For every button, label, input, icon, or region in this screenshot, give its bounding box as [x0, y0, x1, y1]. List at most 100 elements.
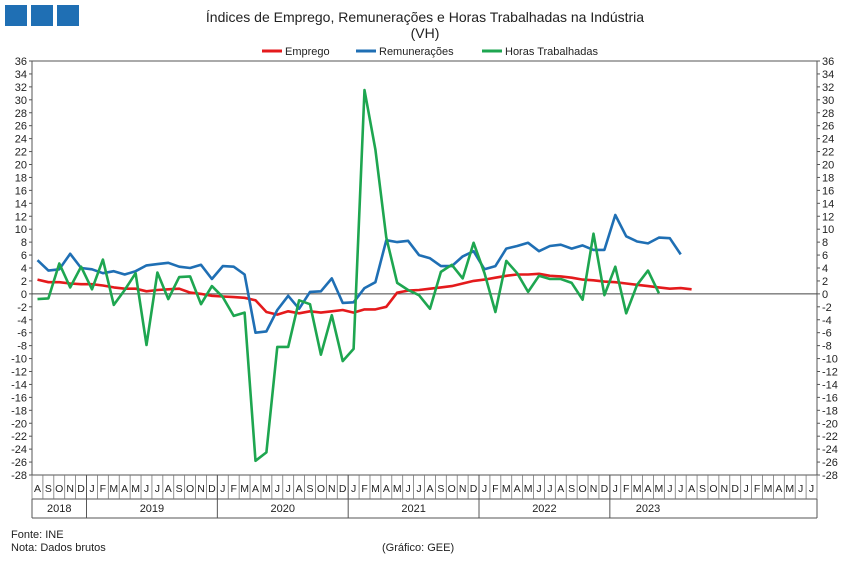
chart-title-line1: Índices de Emprego, Remunerações e Horas… [205, 9, 645, 25]
legend-label: Emprego [285, 46, 330, 58]
y-tick-label-left: 36 [15, 56, 27, 68]
month-tick-label: J [155, 483, 160, 495]
month-tick-label: A [165, 483, 172, 495]
month-tick-label: F [230, 483, 236, 495]
y-tick-label-left: 18 [15, 172, 27, 184]
month-tick-label: J [667, 483, 672, 495]
month-tick-label: J [613, 483, 618, 495]
y-tick-label-left: 24 [15, 134, 27, 146]
year-tick-label: 2022 [532, 503, 556, 515]
month-tick-label: S [45, 483, 52, 495]
y-tick-label-left: 0 [21, 289, 27, 301]
month-tick-label: J [220, 483, 225, 495]
y-tick-label-right: 26 [822, 121, 834, 133]
month-tick-label: J [286, 483, 291, 495]
month-tick-label: A [296, 483, 303, 495]
y-tick-label-right: 16 [822, 185, 834, 197]
y-tick-label-right: 24 [822, 134, 834, 146]
y-tick-label-right: 12 [822, 211, 834, 223]
month-tick-label: A [34, 483, 41, 495]
y-tick-label-right: 36 [822, 56, 834, 68]
year-tick-label: 2023 [636, 503, 660, 515]
y-tick-label-left: -22 [11, 431, 27, 443]
month-tick-label: M [393, 483, 402, 495]
month-tick-label: J [416, 483, 421, 495]
month-tick-label: J [678, 483, 683, 495]
y-tick-label-right: 28 [822, 108, 834, 120]
ine-logo-block-1 [5, 5, 27, 26]
month-tick-label: D [208, 483, 216, 495]
y-tick-label-right: -14 [822, 379, 838, 391]
y-tick-label-left: -6 [17, 328, 27, 340]
month-tick-label: J [275, 483, 280, 495]
legend-label: Horas Trabalhadas [505, 46, 598, 58]
month-tick-label: N [328, 483, 336, 495]
y-tick-label-left: 26 [15, 121, 27, 133]
month-tick-label: S [699, 483, 706, 495]
y-tick-label-right: 2 [822, 276, 828, 288]
y-tick-label-left: 8 [21, 237, 27, 249]
y-tick-label-left: -14 [11, 379, 27, 391]
ine-logo-block-3 [57, 5, 79, 26]
month-tick-label: A [514, 483, 521, 495]
y-tick-label-left: 32 [15, 82, 27, 94]
month-tick-label: S [307, 483, 314, 495]
month-tick-label: M [655, 483, 664, 495]
y-tick-label-right: -20 [822, 418, 838, 430]
y-tick-label-right: 6 [822, 250, 828, 262]
month-tick-label: M [502, 483, 511, 495]
month-tick-label: A [121, 483, 128, 495]
month-tick-label: S [437, 483, 444, 495]
y-tick-label-right: -16 [822, 392, 838, 404]
y-tick-label-right: -6 [822, 328, 832, 340]
y-tick-label-left: -28 [11, 470, 27, 482]
y-tick-label-right: -24 [822, 444, 838, 456]
y-tick-label-left: -18 [11, 405, 27, 417]
ine-logo-block-2 [31, 5, 53, 26]
y-tick-label-left: 22 [15, 147, 27, 159]
month-tick-label: A [644, 483, 651, 495]
plot-frame [31, 60, 818, 476]
chart-title: Índices de Emprego, Remunerações e Horas… [0, 9, 850, 41]
month-tick-label: O [709, 483, 717, 495]
month-tick-label: M [633, 483, 642, 495]
month-tick-label: N [721, 483, 729, 495]
month-tick-label: F [100, 483, 106, 495]
month-tick-label: N [197, 483, 205, 495]
y-tick-label-right: -22 [822, 431, 838, 443]
y-tick-label-left: 30 [15, 95, 27, 107]
month-tick-label: M [785, 483, 794, 495]
series-line-horas-trabalhadas [37, 88, 661, 463]
month-tick-label: J [351, 483, 356, 495]
y-tick-label-right: 22 [822, 147, 834, 159]
month-tick-label: M [109, 483, 118, 495]
month-tick-label: A [383, 483, 390, 495]
y-tick-label-right: 14 [822, 198, 834, 210]
chart-credit: (Gráfico: GEE) [382, 542, 455, 554]
y-tick-label-right: 34 [822, 69, 834, 81]
month-tick-label: O [448, 483, 456, 495]
y-tick-label-right: -28 [822, 470, 838, 482]
y-tick-label-left: 14 [15, 198, 27, 210]
month-tick-label: F [623, 483, 629, 495]
year-tick-label: 2020 [271, 503, 295, 515]
month-tick-label: N [66, 483, 74, 495]
y-tick-label-right: 4 [822, 263, 828, 275]
y-tick-label-left: 28 [15, 108, 27, 120]
month-tick-label: J [547, 483, 552, 495]
year-tick-label: 2019 [140, 503, 164, 515]
y-tick-label-right: -18 [822, 405, 838, 417]
month-tick-label: M [262, 483, 271, 495]
month-tick-label: A [775, 483, 782, 495]
month-tick-label: M [240, 483, 249, 495]
y-tick-label-left: -26 [11, 457, 27, 469]
y-tick-label-left: -24 [11, 444, 27, 456]
month-tick-label: D [77, 483, 85, 495]
month-tick-label: M [131, 483, 140, 495]
y-tick-label-right: 8 [822, 237, 828, 249]
month-tick-label: D [470, 483, 478, 495]
y-tick-label-left: 12 [15, 211, 27, 223]
month-tick-label: J [536, 483, 541, 495]
y-tick-label-left: -20 [11, 418, 27, 430]
y-tick-label-left: -16 [11, 392, 27, 404]
